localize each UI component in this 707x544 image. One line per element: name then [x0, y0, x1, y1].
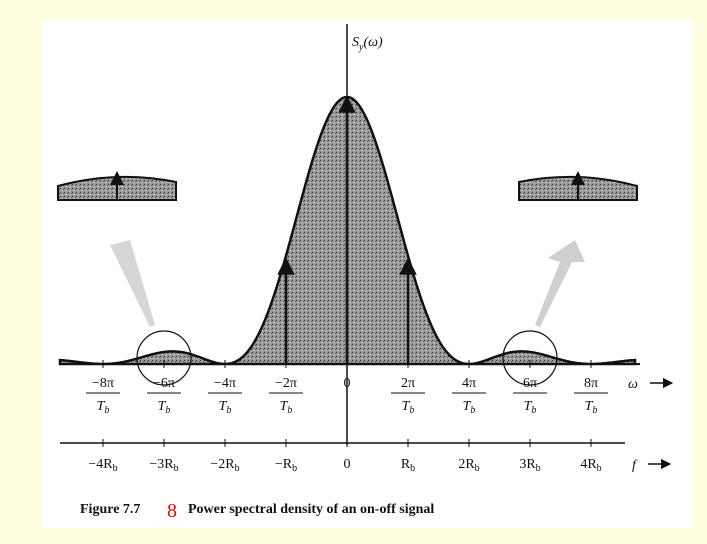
- den: T: [158, 399, 167, 414]
- sub: b: [410, 463, 415, 474]
- sub: b: [597, 463, 602, 474]
- omega-label-den: Tb: [402, 399, 415, 416]
- label: −4R: [88, 457, 113, 472]
- sub: b: [226, 405, 231, 416]
- f-label: −3Rb: [149, 457, 178, 474]
- f-label: 0: [344, 457, 351, 472]
- label: 0: [344, 457, 351, 472]
- sub: b: [536, 463, 541, 474]
- omega-name: ω: [628, 377, 638, 392]
- sub: b: [409, 405, 414, 416]
- y-axis-label: Sy(ω): [352, 35, 383, 53]
- den: T: [219, 399, 228, 414]
- f-label: 3Rb: [519, 457, 540, 474]
- omega-label-num: 4π: [462, 376, 476, 391]
- omega-label-num: 0: [344, 376, 351, 391]
- den: T: [97, 399, 106, 414]
- omega-label-num: 6π: [523, 376, 537, 391]
- den: T: [463, 399, 472, 414]
- omega-label-num: −4π: [214, 376, 236, 391]
- f-name: f: [632, 458, 638, 473]
- omega-label-den: Tb: [524, 399, 537, 416]
- sub: b: [287, 405, 292, 416]
- caption-text: Power spectral density of an on-off sign…: [188, 502, 434, 517]
- omega-label-den: Tb: [585, 399, 598, 416]
- sub: b: [235, 463, 240, 474]
- label: R: [401, 457, 411, 472]
- sub: b: [531, 405, 536, 416]
- den: T: [280, 399, 289, 414]
- caption-annotation: 8: [167, 500, 177, 522]
- omega-label-den: Tb: [97, 399, 110, 416]
- omega-label-num: 2π: [401, 376, 415, 391]
- f-label: Rb: [401, 457, 415, 474]
- sub: b: [475, 463, 480, 474]
- omega-label-den: Tb: [463, 399, 476, 416]
- label: −3R: [149, 457, 174, 472]
- sub: b: [292, 463, 297, 474]
- caption-number: Figure 7.7: [80, 502, 140, 517]
- sub: b: [104, 405, 109, 416]
- den: T: [402, 399, 411, 414]
- sub: b: [174, 463, 179, 474]
- label: 4R: [580, 457, 597, 472]
- zoom-circle: [136, 330, 192, 386]
- omega-label-den: Tb: [219, 399, 232, 416]
- sub: b: [470, 405, 475, 416]
- den: T: [524, 399, 533, 414]
- omega-label-num: −2π: [275, 376, 297, 391]
- zoom-pointer: [110, 240, 155, 327]
- label: −2R: [210, 457, 235, 472]
- f-label: −4Rb: [88, 457, 117, 474]
- f-label: 4Rb: [580, 457, 601, 474]
- label: −R: [275, 457, 293, 472]
- omega-label-num: −6π: [153, 376, 175, 391]
- zoom-circle: [502, 330, 558, 386]
- den: T: [585, 399, 594, 414]
- sub: b: [165, 405, 170, 416]
- omega-label-num: −8π: [92, 376, 114, 391]
- sub: b: [592, 405, 597, 416]
- omega-label-den: Tb: [280, 399, 293, 416]
- sub: b: [113, 463, 118, 474]
- f-label: −Rb: [275, 457, 297, 474]
- omega-label-den: Tb: [158, 399, 171, 416]
- label: 2R: [458, 457, 475, 472]
- f-label: 2Rb: [458, 457, 479, 474]
- f-label: −2Rb: [210, 457, 239, 474]
- label: 3R: [519, 457, 536, 472]
- zoom-pointer: [535, 240, 585, 327]
- omega-label-num: 8π: [584, 376, 598, 391]
